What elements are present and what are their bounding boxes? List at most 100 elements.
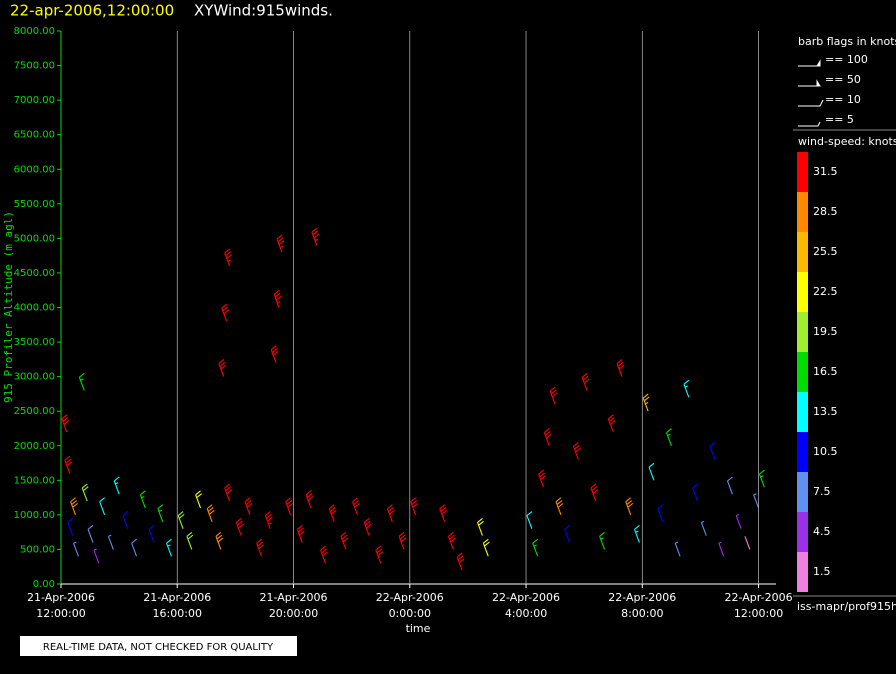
wind-barb	[206, 504, 215, 522]
wind-barb	[320, 545, 328, 564]
wind-barb	[758, 469, 765, 488]
colorbar-label: 13.5	[813, 405, 838, 418]
wind-barb	[709, 442, 716, 460]
wind-barb	[139, 490, 146, 509]
wind-barb	[311, 227, 320, 246]
wind-barb	[590, 483, 599, 502]
y-tick-label: 6500.00	[14, 130, 55, 141]
wind-barb	[93, 548, 100, 564]
wind-barb	[572, 442, 581, 460]
barb-legend-glyph	[798, 59, 821, 67]
wind-barb	[447, 531, 456, 550]
colorbar-label: 31.5	[813, 165, 838, 178]
x-tick-label: 21-Apr-2006 20:00:00	[260, 591, 328, 620]
wind-barb	[482, 538, 490, 557]
x-tick-label: 22-Apr-2006 4:00:00	[492, 591, 560, 620]
wind-barb	[67, 518, 74, 536]
x-tick-label: 22-Apr-2006 12:00:00	[725, 591, 793, 620]
x-tick-label: 21-Apr-2006 12:00:00	[27, 591, 95, 620]
y-tick-label: 3500.00	[14, 337, 55, 348]
wind-barb	[665, 428, 672, 446]
wind-barb	[735, 513, 742, 529]
wind-barb	[532, 538, 539, 557]
x-tick-label: 22-Apr-2006 8:00:00	[608, 591, 676, 620]
wind-barb	[186, 531, 194, 550]
x-tick-label: 21-Apr-2006 16:00:00	[143, 591, 211, 620]
wind-barb	[166, 538, 172, 557]
wind-barb	[456, 552, 465, 571]
wind-barb	[148, 524, 155, 543]
wind-barb	[78, 372, 85, 391]
wind-barb	[99, 497, 106, 516]
barb-legend-title: barb flags in knots	[798, 35, 896, 48]
barb-legend-entry: == 10	[825, 93, 861, 106]
wind-barb	[683, 379, 690, 398]
colorbar-swatch	[797, 552, 808, 592]
y-tick-label: 5500.00	[14, 199, 55, 210]
wind-barb	[70, 497, 79, 516]
wind-barb	[328, 504, 337, 522]
colorbar-label: 25.5	[813, 245, 838, 258]
wind-barb	[657, 504, 664, 522]
colorbar-swatch	[797, 512, 808, 552]
wind-barb	[270, 345, 279, 363]
colorbar-title: wind-speed: knots	[798, 135, 896, 148]
y-tick-label: 1500.00	[14, 475, 55, 486]
barb-legend-entry: == 5	[825, 113, 854, 126]
source-label: iss-mapr/prof915h	[797, 600, 896, 613]
wind-barb	[276, 234, 285, 253]
wind-barb	[410, 497, 419, 516]
wind-barb	[599, 531, 606, 550]
wind-barb	[386, 504, 395, 522]
wind-barb	[543, 428, 552, 446]
wind-barb	[73, 541, 79, 557]
wind-barb	[61, 414, 70, 433]
wind-barb	[122, 511, 129, 529]
colorbar-label: 16.5	[813, 365, 838, 378]
wind-barb	[648, 462, 655, 481]
wind-barb	[218, 359, 227, 377]
colorbar-label: 1.5	[813, 565, 831, 578]
wind-barb	[375, 545, 384, 564]
plot-area	[61, 227, 765, 571]
colorbar-swatch	[797, 272, 808, 312]
wind-barb	[625, 497, 634, 516]
wind-barb	[674, 541, 681, 557]
wind-barb	[256, 538, 265, 557]
y-tick-label: 8000.00	[14, 26, 55, 37]
x-axis-label: time	[406, 622, 431, 635]
wind-barb	[64, 455, 73, 474]
wind-barb	[244, 497, 253, 516]
y-tick-label: 7000.00	[14, 95, 55, 106]
colorbar-label: 22.5	[813, 285, 838, 298]
y-tick-label: 7500.00	[14, 61, 55, 72]
wind-barb	[726, 476, 733, 495]
colorbar-swatch	[797, 192, 808, 232]
wind-barb	[549, 386, 558, 405]
x-tick-label: 22-Apr-2006 0:00:00	[376, 591, 444, 620]
y-tick-label: 1000.00	[14, 510, 55, 521]
wind-barb	[285, 497, 294, 516]
y-tick-label: 5000.00	[14, 233, 55, 244]
footer-box	[20, 636, 297, 656]
wind-barb	[273, 289, 282, 308]
wind-barb	[692, 483, 699, 502]
colorbar-swatch	[797, 392, 808, 432]
wind-barb	[439, 504, 448, 522]
wind-barb	[224, 248, 233, 267]
title-time: 22-apr-2006,12:00:00	[10, 2, 174, 20]
wind-barb	[81, 483, 89, 502]
wind-barb	[607, 414, 616, 433]
colorbar-label: 4.5	[813, 525, 831, 538]
barb-legend-glyph	[798, 99, 824, 107]
wind-barb	[131, 538, 138, 557]
wind-barb	[157, 504, 164, 522]
wind-barb	[363, 518, 372, 536]
wind-barb	[107, 534, 114, 550]
wind-barb	[352, 497, 360, 516]
wind-barb	[296, 524, 305, 543]
wind-barb	[477, 518, 484, 536]
